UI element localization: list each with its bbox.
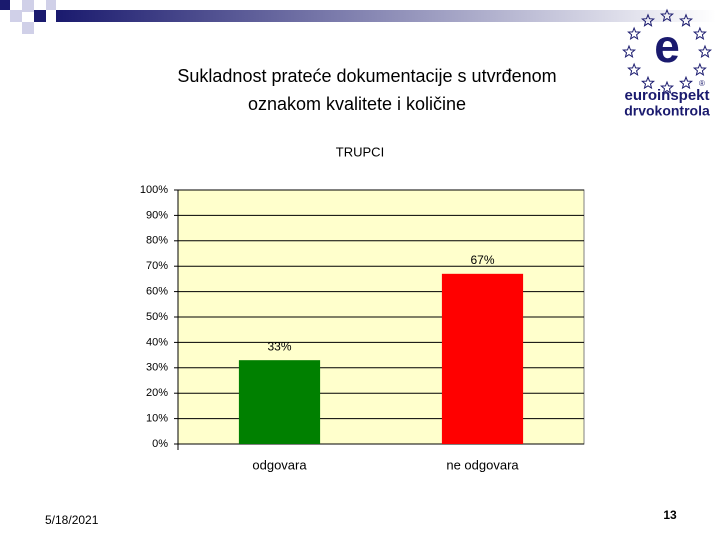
logo: e ® euroinspekt drvokontrola [622, 8, 712, 119]
logo-star [622, 44, 636, 59]
y-tick-label: 40% [146, 336, 168, 348]
logo-star [698, 44, 712, 59]
data-label: 67% [470, 253, 494, 267]
logo-star [679, 75, 693, 90]
x-tick-label: odgovara [252, 457, 307, 472]
logo-star [660, 80, 674, 95]
y-tick-label: 30% [146, 362, 168, 374]
y-tick-label: 80% [146, 235, 168, 247]
logo-star [679, 13, 693, 27]
chart-title: TRUPCI [336, 144, 384, 159]
y-tick-label: 100% [140, 184, 168, 196]
y-tick-label: 50% [146, 311, 168, 323]
x-tick-label: ne odgovara [446, 457, 519, 472]
logo-star [627, 62, 642, 77]
data-label: 33% [267, 339, 291, 353]
logo-letter: e [654, 20, 680, 72]
slide-title: Sukladnost prateće dokumentacije s utvrđ… [177, 66, 556, 86]
logo-star [641, 13, 655, 27]
page-number: 13 [663, 508, 677, 522]
logo-star [660, 8, 674, 23]
y-tick-label: 20% [146, 387, 168, 399]
y-tick-label: 70% [146, 260, 168, 272]
logo-star [692, 26, 707, 41]
logo-line: euroinspekt [624, 87, 709, 104]
logo-star [692, 62, 707, 77]
slide-title: oznakom kvalitete i količine [248, 94, 466, 114]
logo-star [641, 75, 655, 90]
date: 5/18/2021 [45, 513, 99, 527]
bar [238, 360, 321, 444]
bar [441, 273, 524, 444]
logo-line: drvokontrola [624, 103, 710, 119]
logo-registered: ® [699, 79, 705, 88]
y-tick-label: 0% [152, 438, 168, 450]
y-tick-label: 10% [146, 413, 168, 425]
y-tick-label: 90% [146, 209, 168, 221]
y-tick-label: 60% [146, 286, 168, 298]
logo-star [627, 26, 642, 41]
header-decoration [0, 0, 716, 34]
